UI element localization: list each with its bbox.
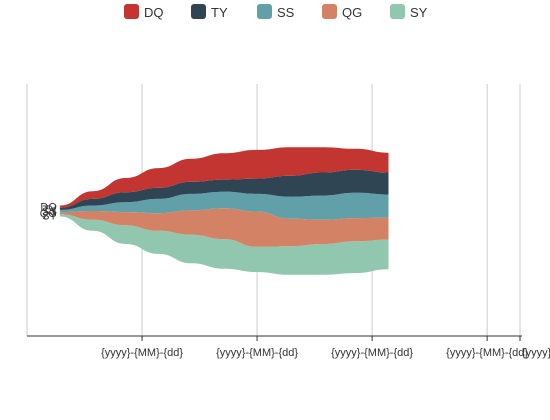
stream-label-dq: DQ xyxy=(40,202,57,214)
stream-qg[interactable] xyxy=(59,208,389,247)
legend-swatch xyxy=(390,4,405,19)
legend-swatch xyxy=(257,4,272,19)
legend-item-ty[interactable]: TY xyxy=(191,4,228,20)
legend-label: DQ xyxy=(144,5,164,20)
legend-swatch xyxy=(322,4,337,19)
legend-label: SS xyxy=(277,5,295,20)
legend-label: TY xyxy=(211,5,228,20)
x-tick-label: {yyyy}-{MM}-{dd} xyxy=(101,347,183,359)
legend-label: SY xyxy=(410,5,428,20)
stream-label-qg: QG xyxy=(40,208,57,220)
legend-label: QG xyxy=(342,5,362,20)
stream-ty[interactable] xyxy=(59,169,389,210)
legend-item-qg[interactable]: QG xyxy=(322,4,362,20)
x-tick-label: {yyyy}-{MM}-{dd} xyxy=(331,347,413,359)
stream-ss[interactable] xyxy=(59,191,389,220)
x-tick-label: {yyyy}-{MM}-{dd} xyxy=(216,347,298,359)
streams xyxy=(59,147,389,275)
x-axis: {yyyy}-{MM}-{dd} {yyyy}-{MM}-{dd} {yyyy}-{… xyxy=(27,335,550,359)
stream-label-sy: SY xyxy=(42,210,57,222)
legend-item-ss[interactable]: SS xyxy=(257,4,295,20)
legend: DQ TY SS QG SY xyxy=(124,4,428,20)
legend-swatch xyxy=(191,4,206,19)
x-tick-label: {yyyy}-{MM}-{dd} xyxy=(446,347,528,359)
stream-dq[interactable] xyxy=(59,147,389,208)
legend-swatch xyxy=(124,4,139,19)
legend-item-sy[interactable]: SY xyxy=(390,4,428,20)
stream-label-ty: TY xyxy=(43,204,58,216)
stream-label-ss: SS xyxy=(42,206,57,218)
legend-item-dq[interactable]: DQ xyxy=(124,4,164,20)
stream-sy[interactable] xyxy=(59,214,389,275)
x-tick-label: {yyyy}-{MM}-{dd} xyxy=(522,347,550,359)
